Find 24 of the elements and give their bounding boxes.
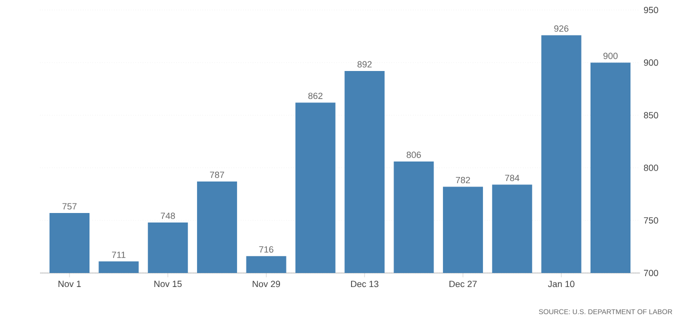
data-label: 757	[62, 203, 77, 210]
data-label: 926	[554, 25, 568, 32]
x-tick-label: Nov 15	[154, 280, 182, 288]
data-label: 748	[160, 212, 175, 219]
data-label: 892	[358, 61, 372, 68]
data-label: 900	[603, 52, 618, 60]
x-tick-label: Dec 13	[351, 280, 378, 288]
y-tick-label: 900	[644, 59, 658, 66]
data-label: 782	[456, 176, 470, 184]
y-tick-label: 750	[644, 217, 658, 224]
data-label: 711	[112, 252, 126, 258]
x-tick-label: Nov 29	[252, 280, 280, 288]
y-tick-label: 850	[644, 112, 658, 118]
y-tick-label: 800	[644, 164, 658, 171]
y-tick-label: 950	[644, 6, 658, 14]
data-label: 862	[308, 92, 322, 100]
data-label: 784	[505, 174, 520, 182]
data-label: 806	[406, 152, 421, 158]
x-tick-label: Jan 10	[548, 280, 574, 288]
data-label: 716	[259, 246, 274, 253]
data-label: 787	[210, 172, 224, 178]
x-tick-label: Dec 27	[449, 280, 477, 288]
y-tick-label: 700	[644, 270, 658, 276]
x-tick-label: Nov 1	[58, 280, 81, 288]
